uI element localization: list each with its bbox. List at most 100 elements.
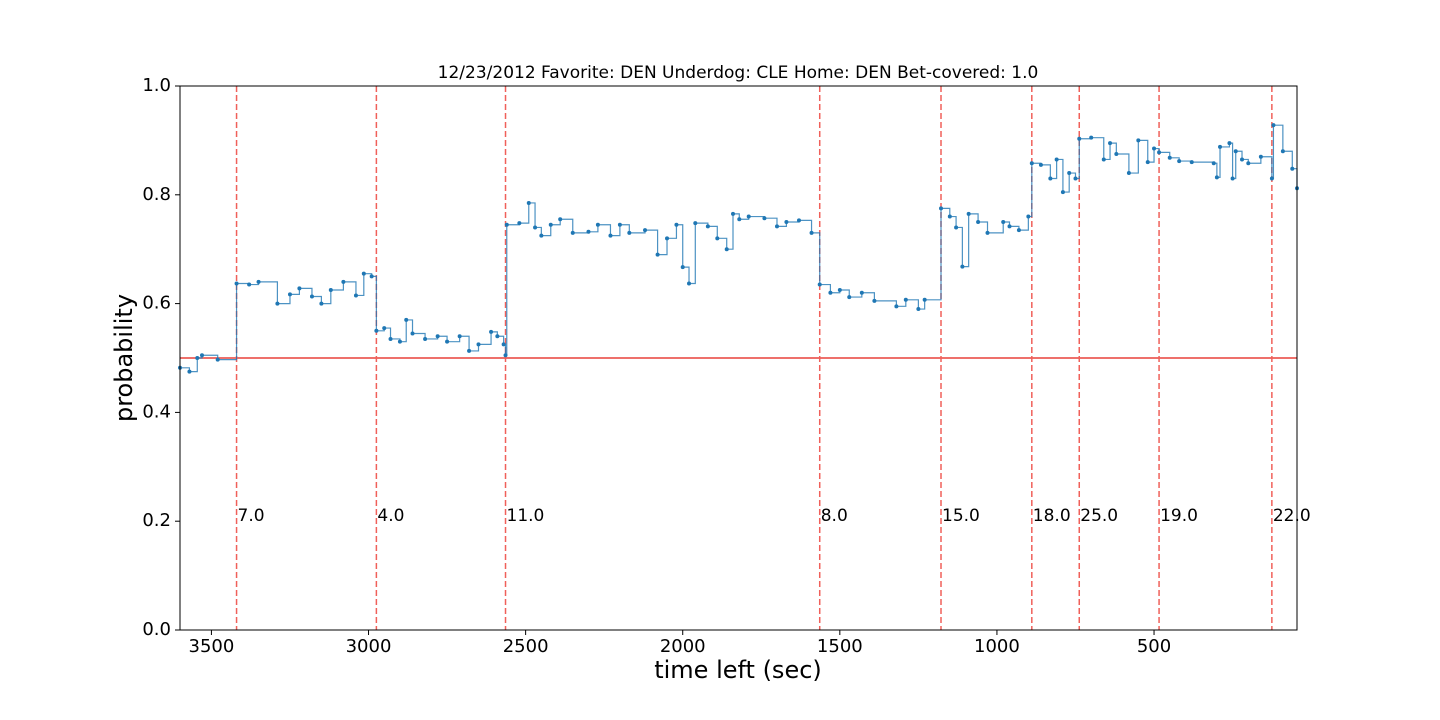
data-point [762, 216, 767, 221]
data-point [297, 286, 302, 291]
data-point [533, 225, 538, 230]
data-point [341, 279, 346, 284]
data-point [1211, 161, 1216, 166]
data-point [445, 339, 450, 344]
data-point [1136, 138, 1141, 143]
data-point [859, 290, 864, 295]
data-point [966, 211, 971, 216]
data-point [501, 342, 506, 347]
data-point [319, 301, 324, 306]
plot-frame [179, 85, 1298, 631]
event-label: 11.0 [507, 506, 545, 526]
data-point [872, 298, 877, 303]
data-point [1290, 166, 1295, 171]
data-point [374, 328, 379, 333]
data-point [796, 218, 801, 223]
x-tick-label: 1500 [817, 636, 863, 657]
x-tick-label: 1000 [974, 636, 1020, 657]
data-point [774, 224, 779, 229]
x-tick-label: 3500 [189, 636, 235, 657]
data-point [627, 230, 632, 235]
data-point [234, 281, 239, 286]
data-point [731, 211, 736, 216]
data-point [687, 281, 692, 286]
y-tick-label: 1.0 [142, 75, 171, 96]
data-point [847, 295, 852, 300]
data-point [586, 229, 591, 234]
data-point [1001, 220, 1006, 224]
event-label: 25.0 [1080, 506, 1118, 526]
data-point [1167, 155, 1172, 160]
data-point [1077, 136, 1082, 141]
data-point [539, 233, 544, 238]
data-point [837, 288, 842, 292]
data-point [809, 230, 814, 235]
data-point [503, 353, 508, 358]
data-point [215, 357, 220, 362]
data-point [617, 222, 622, 227]
data-point [467, 348, 472, 353]
x-axis-label: time left (sec) [654, 656, 822, 684]
data-point [960, 264, 965, 269]
data-point [382, 326, 387, 331]
data-point [1240, 157, 1245, 162]
data-point [894, 304, 899, 309]
data-point [1280, 149, 1285, 154]
data-point [1126, 171, 1131, 176]
y-axis-label: probability [110, 294, 138, 422]
data-point [410, 331, 415, 336]
data-point [1067, 171, 1072, 176]
data-point [558, 217, 563, 222]
data-point [608, 233, 613, 238]
y-tick-label: 0.6 [142, 293, 171, 314]
data-point [247, 282, 252, 287]
data-point [435, 334, 440, 339]
x-tick-label: 500 [1137, 636, 1171, 657]
data-point [526, 200, 531, 205]
series-line [180, 124, 1298, 373]
data-point [548, 222, 553, 227]
data-point [489, 329, 494, 334]
data-point [1060, 190, 1065, 195]
data-point [388, 336, 393, 341]
data-point [1101, 157, 1106, 162]
data-point [1177, 159, 1182, 164]
data-point [275, 301, 280, 306]
data-point [1108, 141, 1113, 146]
event-label: 7.0 [238, 506, 265, 526]
data-point [1054, 157, 1059, 162]
event-label: 4.0 [377, 506, 404, 526]
data-point [309, 294, 314, 299]
data-point [1269, 176, 1274, 181]
data-point [595, 222, 600, 227]
data-point [665, 236, 670, 241]
data-point [680, 265, 685, 270]
data-point [423, 336, 428, 341]
data-point [517, 221, 522, 226]
x-tick-label: 3000 [346, 636, 392, 657]
data-point [495, 334, 500, 339]
x-tick-label: 2000 [660, 636, 706, 657]
data-point [457, 334, 462, 339]
data-point [947, 214, 952, 219]
y-tick-label: 0.4 [142, 401, 171, 422]
data-point [674, 222, 679, 227]
data-point [985, 230, 990, 235]
data-point [705, 224, 710, 229]
data-point [397, 339, 402, 344]
data-point [1145, 160, 1150, 165]
chart-title: 12/23/2012 Favorite: DEN Underdog: CLE H… [438, 63, 1039, 83]
data-point [715, 236, 720, 241]
data-point [828, 290, 833, 295]
y-tick-label: 0.8 [142, 184, 171, 205]
data-point [1152, 146, 1157, 151]
data-point [353, 293, 358, 298]
data-point [287, 292, 292, 297]
data-point [1233, 149, 1238, 154]
event-label: 18.0 [1033, 506, 1071, 526]
data-point [655, 252, 660, 257]
data-point [724, 247, 729, 252]
data-point [737, 217, 742, 222]
data-point [939, 206, 944, 211]
data-point [1157, 150, 1162, 155]
